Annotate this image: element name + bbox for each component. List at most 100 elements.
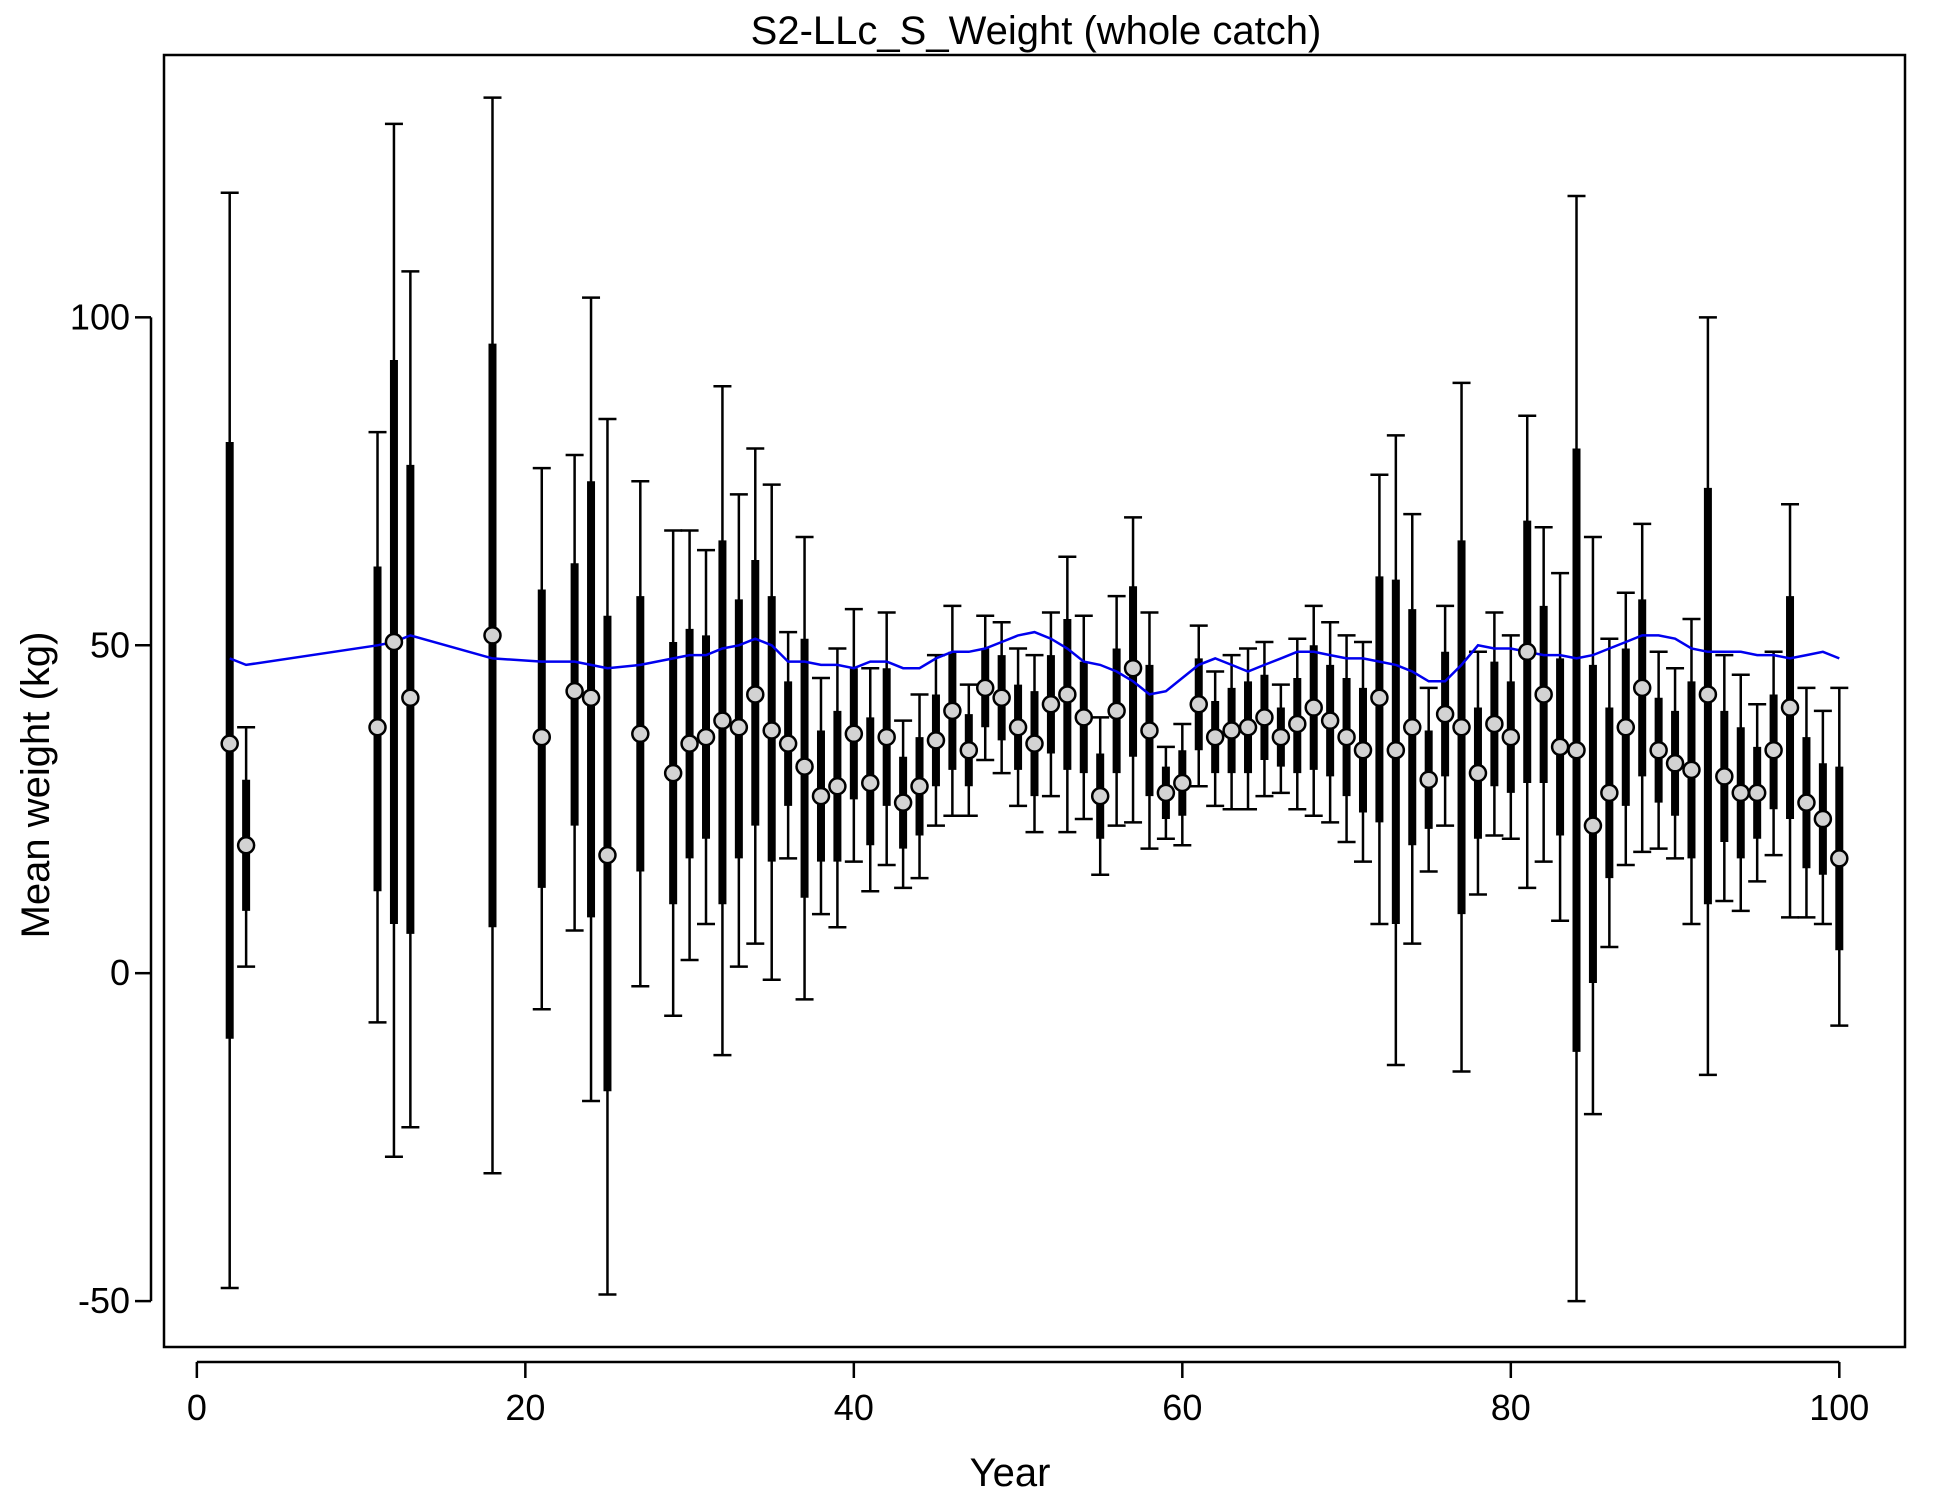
observed-point <box>713 711 732 730</box>
observed-point <box>1140 721 1159 740</box>
observed-point <box>1255 708 1274 727</box>
observed-point <box>975 678 995 698</box>
observed-point <box>1517 642 1537 662</box>
observed-point <box>1600 783 1619 803</box>
observed-point <box>729 717 749 737</box>
observed-point <box>1090 786 1110 806</box>
observed-point <box>1058 685 1077 704</box>
observed-point <box>1025 734 1044 753</box>
observed-point <box>384 632 404 652</box>
observed-point <box>1205 727 1225 747</box>
observed-point <box>1008 717 1028 737</box>
observed-point <box>1337 727 1356 747</box>
y-tick-label: 50 <box>90 624 130 665</box>
observed-point <box>1813 809 1833 829</box>
observed-point <box>1731 783 1751 803</box>
y-axis-label: Mean weight (kg) <box>14 632 58 939</box>
observed-point <box>795 757 814 776</box>
observed-point <box>236 836 256 855</box>
observed-point <box>1386 740 1406 760</box>
observed-point <box>959 740 979 760</box>
observed-point <box>663 763 683 783</box>
observed-point <box>762 721 781 740</box>
expected-series-line <box>229 630 1840 696</box>
observed-point <box>1435 704 1455 724</box>
observed-point <box>778 734 798 753</box>
observed-point <box>877 727 896 747</box>
observed-point <box>861 773 880 793</box>
chart-title: S2-LLc_S_Weight (whole catch) <box>751 9 1322 53</box>
observed-point <box>1156 783 1176 803</box>
x-axis-label: Year <box>970 1451 1051 1495</box>
observed-point <box>1107 701 1126 721</box>
x-tick-label: 20 <box>505 1387 545 1428</box>
observed-point <box>1550 737 1570 757</box>
observed-point <box>220 734 239 753</box>
x-tick-label: 80 <box>1491 1387 1531 1428</box>
observed-point <box>943 701 962 721</box>
observed-point <box>811 786 831 806</box>
observed-point <box>1222 721 1241 740</box>
y-tick-label: 0 <box>110 952 130 993</box>
observed-point <box>1698 685 1718 704</box>
observed-point <box>1123 658 1143 678</box>
observed-point <box>1715 767 1734 786</box>
observed-point <box>1320 711 1340 730</box>
y-axis: -50 0 50 100 <box>70 296 153 1321</box>
observed-point <box>696 727 716 747</box>
x-tick-label: 40 <box>834 1387 874 1428</box>
observed-point <box>828 777 847 796</box>
y-tick-label: 100 <box>70 296 130 337</box>
observed-point <box>1649 740 1668 760</box>
observed-point <box>926 731 946 750</box>
observed-point <box>1370 688 1389 707</box>
observed-point <box>1271 727 1291 747</box>
y-tick-label: -50 <box>78 1280 130 1321</box>
x-tick-label: 0 <box>187 1387 207 1428</box>
observed-point <box>581 688 601 707</box>
observed-point <box>992 688 1011 707</box>
x-tick-label: 60 <box>1162 1387 1202 1428</box>
observed-point <box>1616 717 1636 737</box>
observed-point <box>1764 740 1783 760</box>
observed-point <box>1288 714 1307 734</box>
observed-point <box>1534 685 1553 704</box>
observed-point <box>1419 770 1438 789</box>
observed-point <box>1353 740 1373 760</box>
observed-point <box>1238 717 1258 737</box>
observed-point <box>368 717 387 737</box>
observed-point <box>1173 773 1192 793</box>
observed-point <box>746 685 765 704</box>
observed-point <box>532 727 552 747</box>
expected-line <box>229 630 1840 696</box>
x-tick-label: 100 <box>1809 1387 1869 1428</box>
observed-point <box>1468 763 1488 783</box>
observed-point <box>1501 727 1521 747</box>
observed-point <box>1041 695 1061 714</box>
observed-point <box>631 724 650 744</box>
observed-point <box>1583 816 1603 835</box>
observed-point <box>1189 695 1208 714</box>
observed-point <box>483 626 502 645</box>
observed-point <box>1304 698 1323 717</box>
observed-point <box>1797 793 1816 812</box>
observed-point <box>1747 783 1767 803</box>
observed-point <box>1452 717 1471 737</box>
observed-point <box>565 681 584 701</box>
observed-point <box>680 734 699 753</box>
observed-point <box>1485 714 1504 734</box>
observed-point <box>1780 698 1800 717</box>
observed-point <box>1403 717 1422 737</box>
observed-point <box>401 688 420 707</box>
observed-point <box>1074 708 1094 727</box>
observed-points <box>220 626 1849 868</box>
observed-point <box>910 777 929 796</box>
x-axis: 0 20 40 60 80 100 <box>187 1360 1869 1428</box>
observed-point <box>844 724 864 744</box>
observed-point <box>1682 760 1701 780</box>
observed-point <box>598 845 617 865</box>
observed-point <box>1567 740 1586 760</box>
observed-point <box>893 793 913 812</box>
observed-point <box>1665 754 1685 773</box>
